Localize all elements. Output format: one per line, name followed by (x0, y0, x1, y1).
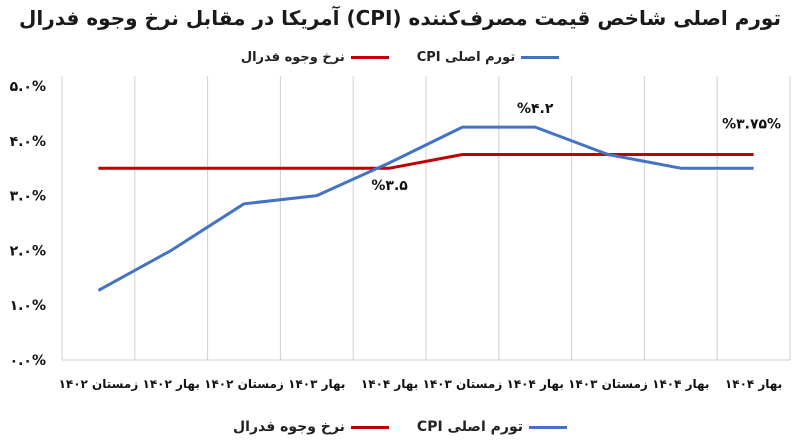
legend-swatch-fed (350, 56, 389, 59)
series-line-fed (98, 153, 754, 170)
data-label: %۳.۵ (371, 178, 408, 194)
legend-swatch-fed-bottom (350, 425, 389, 429)
legend-label-cpi-bottom: تورم اصلی CPI (416, 419, 523, 435)
chart-title: تورم اصلی شاخص قیمت مصرف‌کننده (CPI) آمر… (19, 6, 781, 30)
x-tick-label: بهار ۱۴۰۴ (507, 377, 564, 391)
x-tick-label: بهار ۱۴۰۳ (288, 377, 345, 391)
x-tick-label: بهار ۱۴۰۲ (143, 377, 200, 391)
series-line-cpi (97, 125, 754, 292)
y-tick-label: ۴.۰% (10, 134, 46, 150)
x-tick-label: زمستان ۱۴۰۳ (568, 377, 648, 391)
legend-swatch-cpi-bottom (528, 425, 567, 429)
legend-item-cpi-bottom: تورم اصلی CPI (417, 419, 567, 435)
x-tick-label: بهار ۱۴۰۴ (361, 377, 418, 391)
x-tick-label: بهار ۱۴۰۴ (652, 377, 709, 391)
x-tick-label: بهار ۱۴۰۴ (725, 377, 782, 391)
legend-item-fed: نرخ وجوه فدرال (241, 50, 389, 65)
x-tick-label: زمستان ۱۴۰۲ (204, 377, 284, 391)
legend-label-fed-bottom: نرخ وجوه فدرال (233, 419, 345, 435)
legend-top: تورم اصلی CPI نرخ وجوه فدرال (0, 50, 800, 65)
data-label: %۳.۷۵% (722, 117, 781, 133)
legend-item-fed-bottom: نرخ وجوه فدرال (233, 419, 389, 435)
data-label: %۴.۲ (517, 101, 554, 117)
y-tick-label: ۲.۰% (10, 243, 46, 259)
y-tick-label: ۳.۰% (10, 189, 46, 205)
legend-label-fed: نرخ وجوه فدرال (240, 50, 345, 65)
legend-bottom: تورم اصلی CPI نرخ وجوه فدرال (0, 419, 800, 435)
y-tick-label: ۰.۰% (10, 353, 46, 369)
legend-item-cpi: تورم اصلی CPI (416, 50, 560, 65)
y-tick-label: ۱.۰% (10, 298, 46, 314)
legend-label-cpi: تورم اصلی CPI (416, 50, 516, 65)
legend-swatch-cpi (521, 56, 560, 59)
y-tick-label: ۵.۰% (10, 79, 46, 95)
x-tick-label: زمستان ۱۴۰۳ (423, 377, 503, 391)
x-tick-label: زمستان ۱۴۰۲ (59, 377, 139, 391)
